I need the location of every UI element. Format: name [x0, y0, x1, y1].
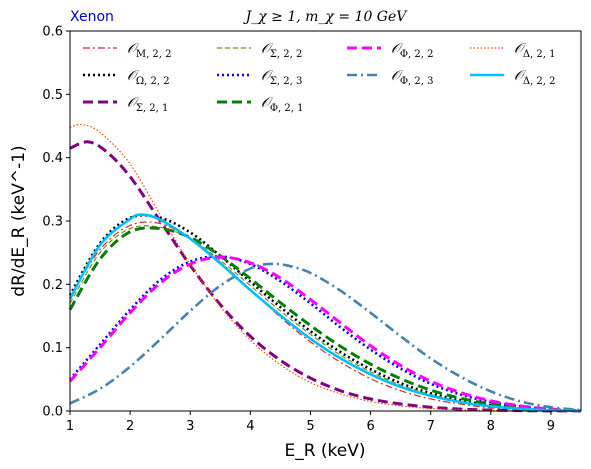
legend-label: 𝒪Φ, 2, 3: [391, 68, 433, 87]
series-line-o-phi-2-3: [69, 262, 582, 412]
legend-item-o-sigma-2-1: 𝒪Σ, 2, 1: [83, 95, 168, 114]
series-line-o-delta-2-1: [69, 123, 582, 412]
x-tick-label: 6: [366, 419, 374, 434]
legend-item-o-delta-2-2: 𝒪Δ, 2, 2: [470, 68, 556, 87]
plot-frame: [69, 30, 582, 412]
legend-label: 𝒪Φ, 2, 2: [391, 41, 433, 60]
x-tick-label: 9: [547, 419, 555, 434]
series-line-o-phi-2-1: [68, 226, 582, 413]
legend-label: 𝒪Δ, 2, 2: [514, 68, 556, 87]
x-tick-label: 1: [66, 419, 74, 434]
series-line-o-phi-2-2: [68, 255, 582, 413]
series-line-o-sigma-2-1: [69, 140, 582, 413]
x-tick-label: 5: [306, 419, 314, 434]
legend-item-o-sigma-2-3: 𝒪Σ, 2, 3: [217, 68, 302, 87]
plot-lines: [68, 123, 582, 413]
x-tick-label: 8: [487, 419, 495, 434]
series-line-o-m-2-2: [69, 221, 582, 412]
legend-item-o-delta-2-1: 𝒪Δ, 2, 1: [470, 41, 556, 60]
x-tick-label: 4: [246, 419, 254, 434]
series-line-o-delta-2-2: [68, 213, 582, 413]
legend-label: 𝒪Σ, 2, 2: [261, 41, 302, 60]
y-tick-label: 0.2: [42, 278, 63, 293]
legend-item-o-sigma-2-2: 𝒪Σ, 2, 2: [217, 41, 302, 60]
series-line-o-sigma-2-2: [69, 225, 582, 412]
x-axis: 1 2 3 4 5 6 7 8 9: [66, 411, 555, 434]
legend-item-o-phi-2-2: 𝒪Φ, 2, 2: [347, 41, 433, 60]
x-tick-label: 3: [186, 419, 194, 434]
y-tick-label: 0.1: [42, 341, 63, 356]
x-axis-title: E_R (keV): [284, 441, 365, 461]
y-tick-label: 0.6: [42, 25, 63, 40]
legend-item-o-m-2-2: 𝒪M, 2, 2: [83, 41, 172, 60]
legend-label: 𝒪Ω, 2, 2: [127, 68, 170, 87]
legend-item-o-phi-2-1: 𝒪Φ, 2, 1: [217, 95, 303, 114]
y-axis: 0.0 0.1 0.2 0.3 0.4 0.5 0.6: [42, 25, 70, 420]
legend-label: 𝒪Σ, 2, 3: [261, 68, 302, 87]
legend-label: 𝒪Φ, 2, 1: [261, 95, 303, 114]
y-tick-label: 0.0: [42, 405, 63, 420]
legend-label: 𝒪Δ, 2, 1: [514, 41, 556, 60]
legend-item-o-phi-2-3: 𝒪Φ, 2, 3: [347, 68, 433, 87]
chart-title: J_χ ≥ 1, m_χ = 10 GeV: [243, 9, 409, 25]
legend-label: 𝒪Σ, 2, 1: [127, 95, 168, 114]
detector-annotation: Xenon: [70, 9, 114, 25]
legend: 𝒪M, 2, 2 𝒪Σ, 2, 2 𝒪Φ, 2, 2 𝒪Δ, 2, 1 𝒪Ω, 2, 2…: [83, 41, 556, 114]
legend-label: 𝒪M, 2, 2: [127, 41, 172, 60]
y-tick-label: 0.5: [42, 88, 63, 103]
series-line-o-sigma-2-3: [69, 255, 582, 412]
y-axis-title: dR/dE_R (keV^-1): [9, 145, 29, 296]
y-tick-label: 0.3: [42, 215, 63, 230]
x-tick-label: 7: [427, 419, 435, 434]
y-tick-label: 0.4: [42, 151, 63, 166]
x-tick-label: 2: [126, 419, 134, 434]
legend-item-o-omega-2-2: 𝒪Ω, 2, 2: [83, 68, 170, 87]
